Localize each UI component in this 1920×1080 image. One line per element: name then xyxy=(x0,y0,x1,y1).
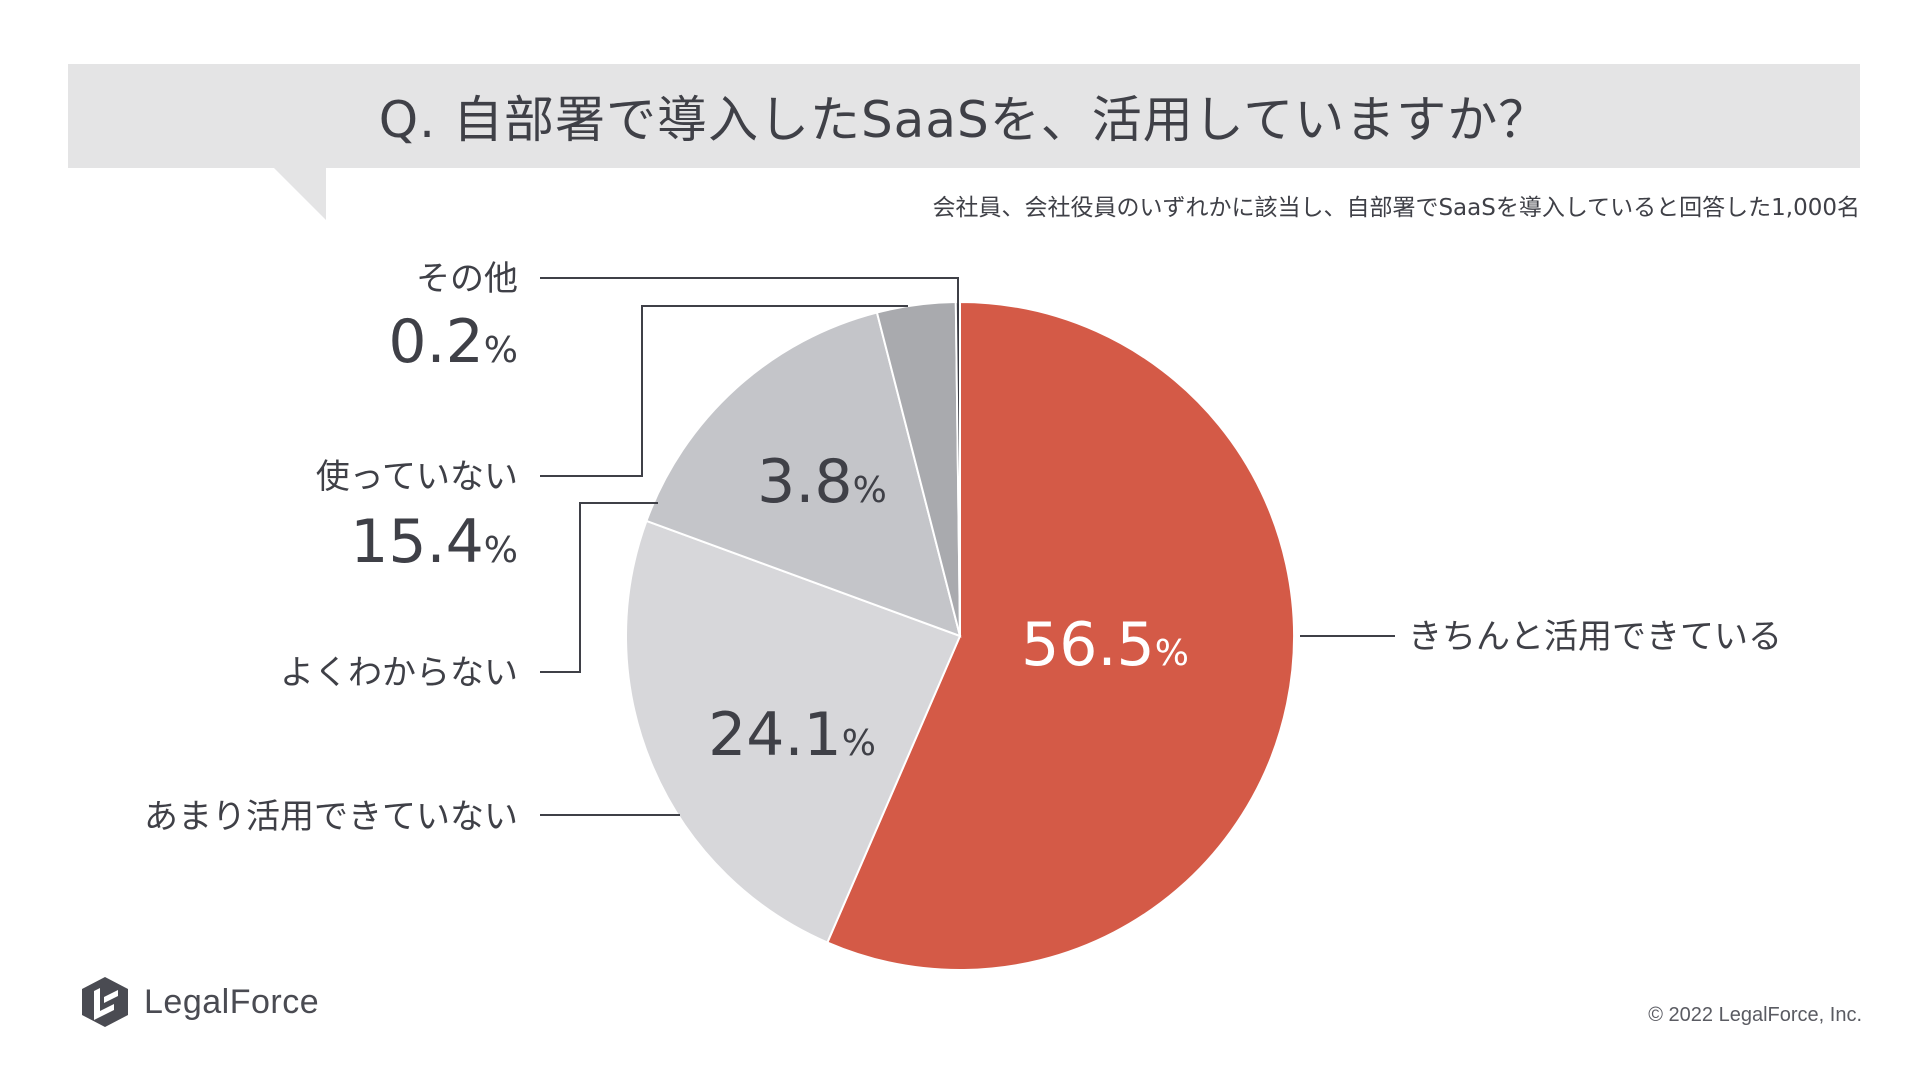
value-other: 0.2% xyxy=(388,307,518,377)
brand-name: LegalForce xyxy=(144,982,320,1021)
leader-lines xyxy=(540,277,1395,816)
leader-line-unknown xyxy=(540,502,658,673)
leader-line-unused xyxy=(540,305,908,477)
label-unknown: よくわからない xyxy=(280,653,518,693)
value-unused-percent: % xyxy=(484,530,518,571)
value-other-percent: % xyxy=(484,330,518,371)
copyright-notice: © 2022 LegalForce, Inc. xyxy=(1648,1004,1862,1026)
pie-slice-0 xyxy=(826,300,1295,971)
respondents-note: 会社員、会社役員のいずれかに該当し、自部署でSaaSを導入していると回答した1,… xyxy=(932,195,1860,221)
label-unused: 使っていない xyxy=(316,457,518,497)
legalforce-logo-icon xyxy=(82,977,128,1027)
slice-value-underused: 24.1% xyxy=(708,700,876,770)
slice-value-underused-number: 24.1 xyxy=(708,700,842,770)
slice-value-unused-number: 3.8 xyxy=(757,447,852,517)
label-other: その他 xyxy=(416,259,518,299)
value-other-number: 0.2 xyxy=(388,307,483,377)
leader-line-other xyxy=(540,277,959,304)
value-unused-number: 15.4 xyxy=(350,507,484,577)
pie-slice-1 xyxy=(625,519,962,944)
question-banner: Q. 自部署で導入したSaaSを、活用していますか？ xyxy=(68,64,1860,168)
pie-slice-2 xyxy=(645,311,962,638)
slice-value-unused: 3.8% xyxy=(757,447,887,517)
brand-logo: LegalForce xyxy=(80,974,319,1030)
question-title: Q. 自部署で導入したSaaSを、活用していますか？ xyxy=(378,91,1550,149)
pie-slices xyxy=(625,300,1295,971)
slice-value-unused-percent: % xyxy=(853,470,887,511)
slice-value-used-number: 56.5 xyxy=(1021,610,1155,680)
label-underused: あまり活用できていない xyxy=(144,797,518,837)
slice-value-used: 56.5% xyxy=(1021,610,1189,680)
slice-value-used-percent: % xyxy=(1155,633,1189,674)
slice-value-underused-percent: % xyxy=(842,723,876,764)
label-used: きちんと活用できている xyxy=(1408,617,1782,657)
value-unused: 15.4% xyxy=(350,507,518,577)
